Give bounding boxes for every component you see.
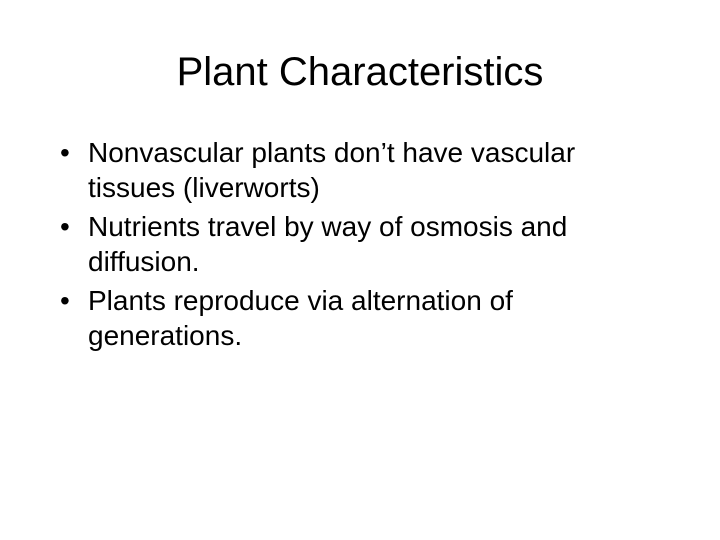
list-item: Nonvascular plants don’t have vascular t… xyxy=(60,135,660,205)
slide-title: Plant Characteristics xyxy=(0,50,720,95)
slide: Plant Characteristics Nonvascular plants… xyxy=(0,0,720,540)
bullet-list: Nonvascular plants don’t have vascular t… xyxy=(0,135,720,353)
list-item: Plants reproduce via alternation of gene… xyxy=(60,283,660,353)
list-item: Nutrients travel by way of osmosis and d… xyxy=(60,209,660,279)
